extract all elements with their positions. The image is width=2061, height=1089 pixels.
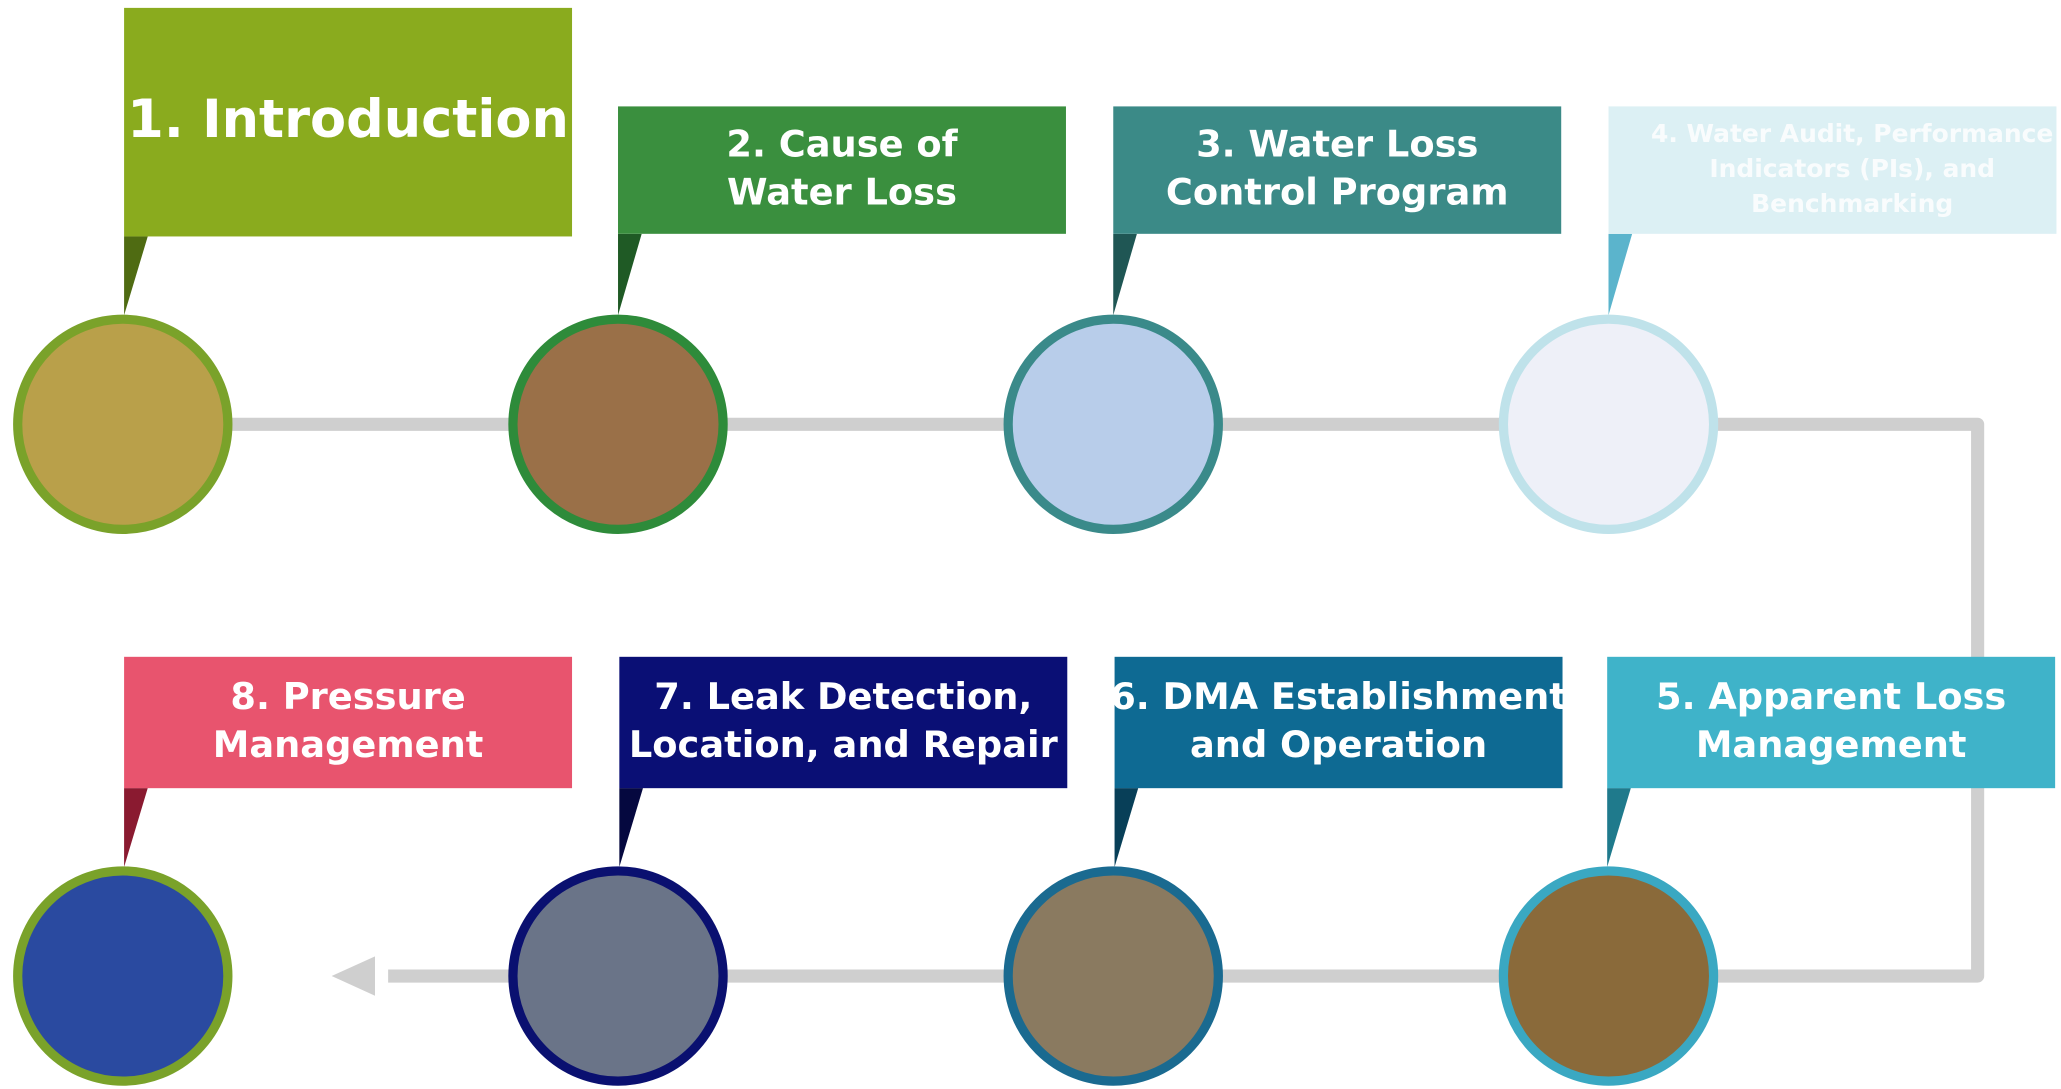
pointer xyxy=(619,788,643,867)
step-label: 7. Leak Detection, xyxy=(654,675,1032,718)
step-label: Location, and Repair xyxy=(629,723,1059,766)
step-label: 8. Pressure xyxy=(230,675,465,718)
step-label: and Operation xyxy=(1190,723,1487,766)
step-photo xyxy=(1503,871,1713,1081)
step-label: Indicators (PIs), and xyxy=(1709,154,1995,183)
step-label: 1. Introduction xyxy=(127,89,569,150)
step-label: 6. DMA Establishment xyxy=(1110,675,1567,718)
step-photo xyxy=(1008,319,1218,529)
pointer xyxy=(1113,234,1137,315)
pointer xyxy=(618,234,642,315)
diagram: 1. Introduction 2. Cause of Water Loss 3. W… xyxy=(0,0,2061,1089)
step-label: Management xyxy=(1696,723,1967,766)
pointer xyxy=(124,236,148,315)
pointer xyxy=(1607,788,1631,867)
step-photo xyxy=(513,319,723,529)
step-label: 4. Water Audit, Performance xyxy=(1651,119,2053,148)
page: 1. Introduction 2. Cause of Water Loss 3. W… xyxy=(0,0,2061,1089)
step-label: Water Loss xyxy=(727,171,957,214)
step-photo xyxy=(18,319,228,529)
step-label: 2. Cause of xyxy=(726,123,958,166)
pointer xyxy=(1608,234,1632,315)
pointer xyxy=(1115,788,1139,867)
step-photo xyxy=(1008,871,1218,1081)
step-label: 5. Apparent Loss xyxy=(1656,675,2006,718)
step-label: 3. Water Loss xyxy=(1196,123,1478,166)
flow-arrowhead xyxy=(332,956,375,995)
step-label: Management xyxy=(213,723,484,766)
step-photo xyxy=(18,871,228,1081)
step-photo xyxy=(1503,319,1713,529)
pointer xyxy=(124,788,148,867)
step-photo xyxy=(513,871,723,1081)
step-label: Control Program xyxy=(1166,171,1509,214)
step-label: Benchmarking xyxy=(1751,189,1953,218)
